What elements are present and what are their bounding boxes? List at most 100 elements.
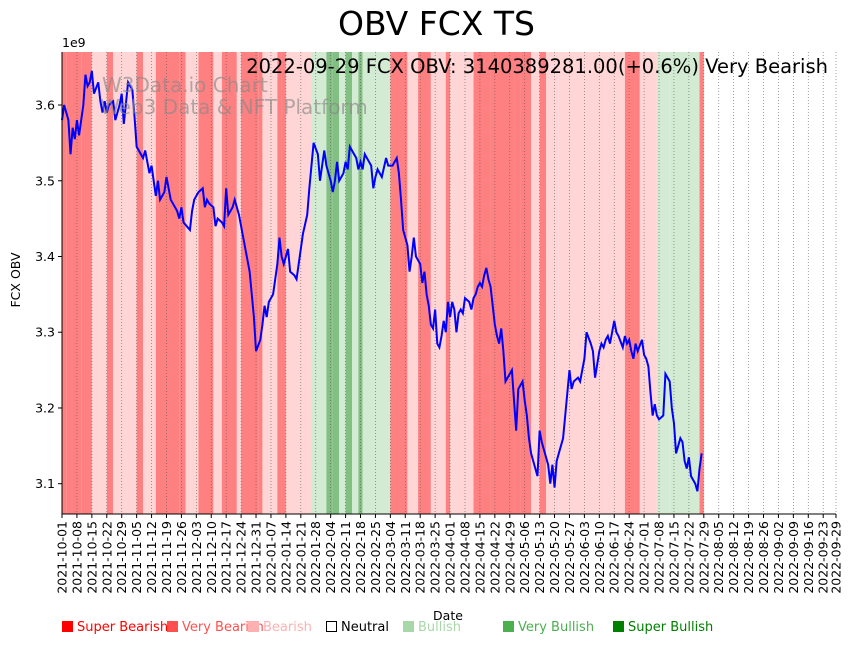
region-super-bearish — [281, 52, 286, 514]
region-very-bearish — [418, 52, 431, 514]
region-very-bearish — [179, 52, 186, 514]
legend-swatch — [403, 621, 414, 632]
chart-title: OBV FCX TS — [338, 4, 535, 43]
x-tick-label: 2022-03-18 — [413, 521, 428, 594]
watermark-line-1: W3Data.io Chart — [102, 73, 268, 97]
x-tick-label: 2022-09-02 — [771, 521, 786, 594]
legend-swatch — [613, 621, 624, 632]
legend-swatch — [167, 621, 178, 632]
x-tick-label: 2022-02-04 — [323, 521, 338, 594]
region-bearish — [213, 52, 222, 514]
legend-item: Bullish — [403, 620, 461, 635]
legend-label: Very Bullish — [518, 620, 595, 635]
region-bearish — [605, 52, 625, 514]
region-very-bearish — [81, 52, 92, 514]
region-very-bearish — [106, 52, 114, 514]
x-tick-label: 2022-06-03 — [577, 521, 592, 594]
legend-swatch — [62, 621, 73, 632]
legend-label: Super Bullish — [628, 620, 714, 635]
x-tick-label: 2022-08-19 — [741, 521, 756, 594]
legend-label: Super Bearish — [77, 620, 169, 635]
x-tick-label: 2022-07-15 — [666, 521, 681, 594]
region-very-bullish — [332, 52, 340, 514]
legend-swatch — [503, 621, 514, 632]
region-bearish — [450, 52, 474, 514]
x-tick-label: 2022-09-16 — [801, 521, 816, 594]
legend-item: Super Bullish — [613, 620, 713, 635]
region-bearish — [558, 52, 585, 514]
watermark-line-2: Web3 Data & NFT Platform — [100, 95, 368, 119]
x-tick-label: 2022-04-15 — [472, 521, 487, 594]
x-tick-label: 2022-02-18 — [353, 521, 368, 594]
x-tick-label: 2022-05-27 — [562, 521, 577, 594]
region-bullish — [311, 52, 327, 514]
region-very-bullish — [326, 52, 333, 514]
chart-annotation: 2022-09-29 FCX OBV: 3140389281.00(+0.6%)… — [246, 55, 828, 78]
region-bearish — [407, 52, 419, 514]
x-tick-label: 2022-08-26 — [756, 521, 771, 594]
x-tick-label: 2021-11-26 — [174, 521, 189, 594]
x-tick-label: 2022-05-20 — [547, 521, 562, 594]
region-very-bearish — [136, 52, 144, 514]
region-bearish — [236, 52, 242, 514]
region-very-bearish — [277, 52, 282, 514]
x-tick-label: 2022-01-14 — [278, 521, 293, 594]
region-bullish — [656, 52, 670, 514]
x-tick-label: 2022-05-13 — [532, 521, 547, 594]
region-very-bearish — [445, 52, 451, 514]
x-tick-label: 2022-09-23 — [816, 521, 831, 594]
y-tick-label: 3.6 — [35, 98, 55, 113]
region-very-bearish — [539, 52, 547, 514]
x-tick-label: 2022-01-21 — [293, 521, 308, 594]
y-tick-label: 3.2 — [35, 400, 55, 415]
region-bearish — [584, 52, 606, 514]
legend-swatch — [248, 621, 259, 632]
x-tick-label: 2022-07-29 — [696, 521, 711, 594]
region-very-bearish — [520, 52, 532, 514]
region-super-bearish — [221, 52, 237, 514]
region-super-bearish — [390, 52, 408, 514]
y-tick-label: 3.3 — [35, 325, 55, 340]
x-tick-label: 2021-12-31 — [249, 521, 264, 594]
region-very-bearish — [624, 52, 630, 514]
region-super-bearish — [66, 52, 82, 514]
x-tick-label: 2022-09-29 — [829, 521, 844, 594]
y-axis-label: FCX OBV — [8, 252, 23, 307]
region-super-bearish — [514, 52, 521, 514]
region-bearish — [546, 52, 559, 514]
legend-item: Bearish — [248, 620, 312, 635]
x-tick-label: 2021-12-24 — [234, 521, 249, 594]
region-bearish — [143, 52, 156, 514]
legend-item: Very Bullish — [503, 620, 594, 635]
legend-label: Bearish — [263, 620, 312, 635]
region-bearish — [639, 52, 657, 514]
y-ticks: 3.1 3.2 3.3 3.4 3.5 3.6 — [35, 98, 62, 491]
x-tick-label: 2022-03-11 — [398, 521, 413, 594]
region-bullish — [339, 52, 346, 514]
axes — [61, 52, 836, 515]
x-tick-label: 2021-12-03 — [189, 521, 204, 594]
x-tick-label: 2021-10-01 — [55, 521, 70, 594]
x-tick-label: 2022-03-25 — [428, 521, 443, 594]
x-tick-label: 2022-04-22 — [487, 521, 502, 594]
region-super-bearish — [198, 52, 214, 514]
x-tick-label: 2021-11-05 — [129, 521, 144, 594]
region-very-bullish — [345, 52, 352, 514]
x-tick-label: 2021-12-17 — [219, 521, 234, 594]
date-gridlines — [61, 52, 837, 514]
sentiment-regions — [62, 52, 704, 514]
legend-item: Very Bearish — [167, 620, 264, 635]
legend-label: Bullish — [418, 620, 462, 635]
x-tick-label: 2021-10-08 — [69, 521, 84, 594]
x-tick-label: 2021-12-10 — [204, 521, 219, 594]
obv-line — [61, 70, 703, 492]
region-super-bearish — [699, 52, 704, 514]
x-tick-label: 2021-11-12 — [144, 521, 159, 594]
x-tick-label: 2022-01-28 — [308, 521, 323, 594]
x-tick-label: 2022-06-10 — [592, 521, 607, 594]
region-super-bearish — [241, 52, 259, 514]
x-tick-label: 2022-02-25 — [368, 521, 383, 594]
x-tick-label: 2021-10-15 — [84, 521, 99, 594]
region-very-bearish — [490, 52, 515, 514]
